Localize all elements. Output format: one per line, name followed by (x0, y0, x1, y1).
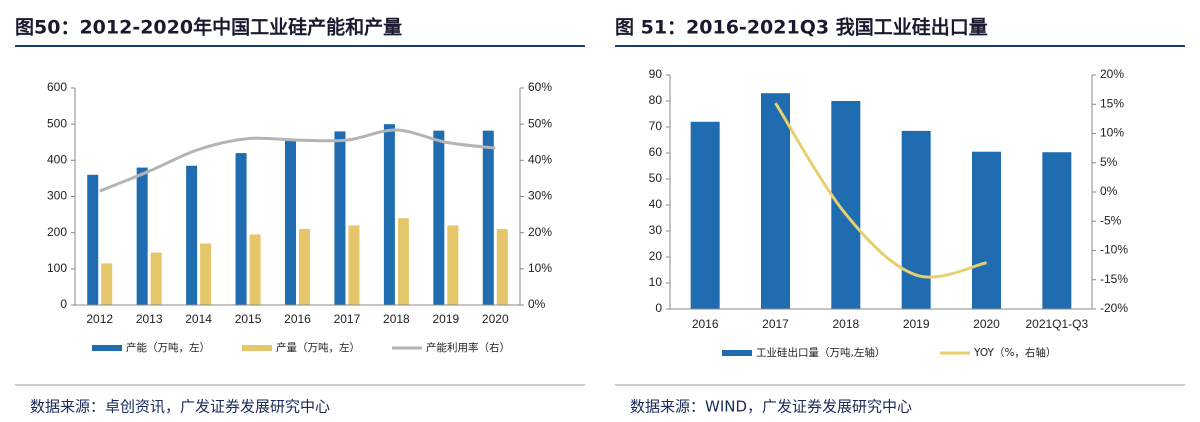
bar (433, 130, 445, 305)
bar (249, 234, 261, 305)
y2-tick-label: -20% (1100, 301, 1128, 315)
y-tick-label: 50 (649, 171, 663, 185)
y2-tick-label: 10% (1100, 126, 1124, 140)
bar (186, 165, 198, 305)
x-tick-label: 2014 (185, 312, 212, 326)
bar (972, 151, 1001, 309)
bar (235, 153, 247, 305)
bar (348, 225, 360, 305)
x-tick-label: 2021Q1-Q3 (1025, 317, 1088, 331)
source: 数据来源：WIND，广发证券发展研究中心 (630, 398, 912, 416)
bar (831, 101, 861, 309)
y2-tick-label: 60% (528, 80, 552, 94)
y2-tick-label: 0% (1100, 184, 1118, 198)
y-tick-label: 600 (47, 80, 67, 94)
bar (334, 131, 346, 305)
y-tick-label: 100 (47, 261, 67, 275)
y-tick-label: 90 (649, 67, 663, 81)
x-tick-label: 2020 (973, 317, 1000, 331)
x-tick-label: 2012 (86, 312, 113, 326)
y-tick-label: 500 (47, 116, 67, 130)
bar (101, 263, 113, 305)
y2-tick-label: 30% (528, 189, 552, 203)
y2-tick-label: 5% (1100, 155, 1118, 169)
y2-tick-label: 20% (1100, 67, 1124, 81)
line (99, 128, 496, 193)
chart-title: 图 51：2016-2021Q3 我国工业硅出口量 (615, 16, 988, 39)
bar (285, 140, 296, 305)
y2-tick-label: 15% (1100, 96, 1124, 110)
legend-label: 产量（万吨，左） (276, 341, 360, 354)
source: 数据来源：卓创资讯，广发证券发展研究中心 (30, 398, 330, 416)
x-tick-label: 2016 (284, 312, 311, 326)
y2-tick-label: 50% (528, 116, 552, 130)
bar (496, 229, 508, 305)
x-tick-label: 2018 (832, 317, 859, 331)
y-tick-label: 10 (649, 275, 663, 289)
bar (690, 121, 720, 309)
x-tick-label: 2016 (692, 317, 719, 331)
y2-tick-label: 40% (528, 153, 552, 167)
bar (383, 124, 395, 306)
y2-tick-label: 0% (528, 297, 546, 311)
bar (87, 174, 99, 305)
legend-swatch (242, 345, 272, 351)
x-tick-label: 2013 (136, 312, 163, 326)
bar (150, 252, 162, 305)
x-tick-label: 2017 (762, 317, 789, 331)
y-tick-label: 20 (649, 249, 663, 263)
x-tick-label: 2018 (383, 312, 410, 326)
y-tick-label: 40 (649, 197, 663, 211)
line (774, 102, 987, 279)
legend-label: 产能利用率（右） (426, 341, 510, 354)
bar (200, 243, 212, 305)
y-tick-label: 0 (60, 297, 67, 311)
x-tick-label: 2019 (903, 317, 930, 331)
x-tick-label: 2019 (432, 312, 459, 326)
y2-tick-label: -5% (1100, 213, 1122, 227)
y-tick-label: 300 (47, 189, 67, 203)
bar (761, 93, 790, 309)
x-tick-label: 2020 (482, 312, 509, 326)
x-tick-label: 2015 (235, 312, 262, 326)
legend-label: YOY（%，右轴） (973, 346, 1056, 359)
legend-label: 产能（万吨，左） (126, 341, 210, 354)
legend-label: 工业硅出口量（万吨,左轴） (756, 346, 885, 359)
y2-tick-label: -10% (1100, 243, 1128, 257)
y-tick-label: 60 (649, 145, 663, 159)
y-tick-label: 0 (655, 301, 662, 315)
y-tick-label: 70 (649, 119, 663, 133)
legend-swatch (92, 345, 122, 351)
y-tick-label: 200 (47, 225, 67, 239)
y2-tick-label: 20% (528, 225, 552, 239)
bar (901, 130, 931, 309)
x-tick-label: 2017 (334, 312, 361, 326)
y-tick-label: 30 (649, 223, 663, 237)
y2-tick-label: -15% (1100, 272, 1128, 286)
legend-swatch (722, 350, 752, 356)
bar (1042, 152, 1072, 309)
bar (136, 167, 148, 305)
bar (447, 225, 459, 305)
bar (397, 218, 409, 305)
y-tick-label: 80 (649, 93, 663, 107)
y-tick-label: 400 (47, 153, 67, 167)
y2-tick-label: 10% (528, 261, 552, 275)
chart-title: 图50：2012-2020年中国工业硅产能和产量 (15, 16, 402, 39)
bar (299, 229, 310, 305)
bar (482, 130, 494, 305)
